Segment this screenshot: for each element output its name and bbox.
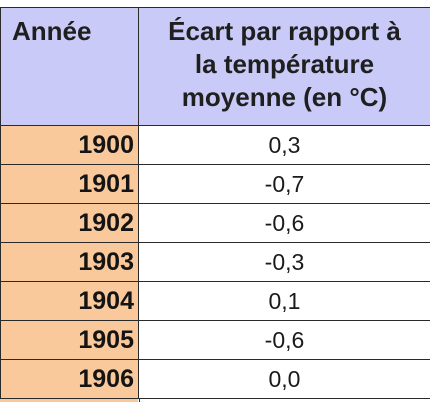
year-column-header[interactable]: Année: [0, 7, 139, 126]
partial-deviation-cell: [139, 398, 430, 402]
year-cell[interactable]: 1905: [0, 320, 139, 360]
year-cell[interactable]: 1902: [0, 203, 139, 243]
table-row: 1904 0,1: [0, 281, 430, 321]
deviation-header-line-2: la température: [194, 49, 375, 79]
year-cell[interactable]: 1906: [0, 359, 139, 399]
deviation-cell[interactable]: -0,6: [138, 203, 430, 243]
year-cell[interactable]: 1904: [0, 281, 139, 321]
temperature-table: Année Écart par rapport à la température…: [0, 7, 430, 399]
deviation-header-line-3: moyenne (en °C): [181, 82, 388, 112]
table-row: 1905 -0,6: [0, 320, 430, 360]
header-row: Année Écart par rapport à la température…: [0, 7, 430, 126]
deviation-cell[interactable]: 0,3: [138, 125, 430, 165]
deviation-cell[interactable]: 0,0: [138, 359, 430, 399]
deviation-cell[interactable]: -0,3: [138, 242, 430, 282]
table-row: 1906 0,0: [0, 359, 430, 399]
table-row: 1902 -0,6: [0, 203, 430, 243]
deviation-cell[interactable]: 0,1: [138, 281, 430, 321]
deviation-column-header[interactable]: Écart par rapport à la température moyen…: [138, 7, 430, 126]
table-row: 1900 0,3: [0, 125, 430, 165]
partial-year-cell: [0, 398, 138, 402]
deviation-cell[interactable]: -0,6: [138, 320, 430, 360]
table-row: 1903 -0,3: [0, 242, 430, 282]
deviation-header-line-1: Écart par rapport à: [168, 16, 401, 46]
year-cell[interactable]: 1900: [0, 125, 139, 165]
year-cell[interactable]: 1903: [0, 242, 139, 282]
year-cell[interactable]: 1901: [0, 164, 139, 204]
table-row: 1901 -0,7: [0, 164, 430, 204]
deviation-cell[interactable]: -0,7: [138, 164, 430, 204]
